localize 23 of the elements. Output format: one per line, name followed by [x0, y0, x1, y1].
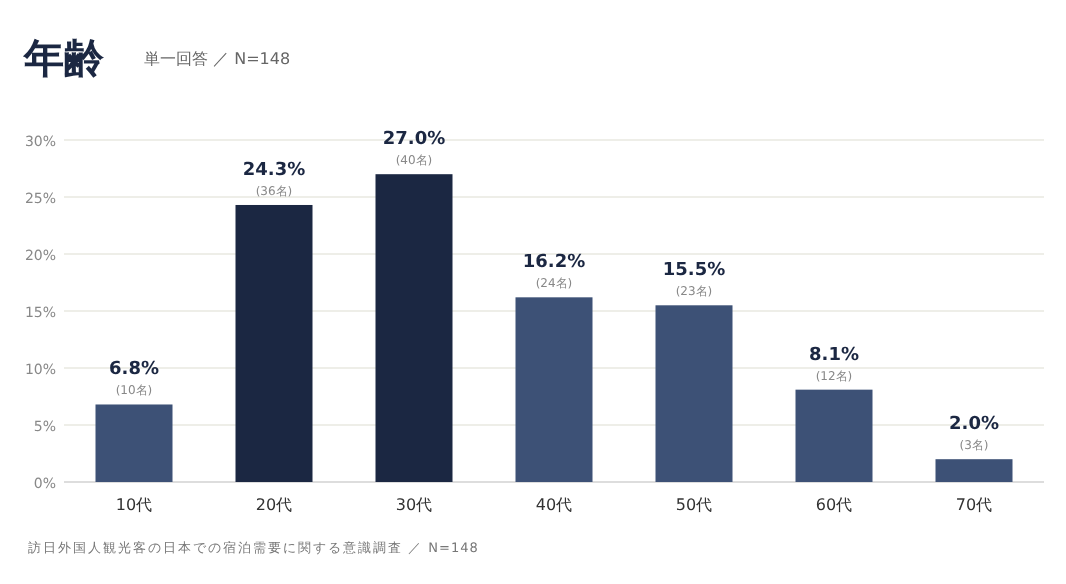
x-tick-label: 10代	[115, 496, 153, 514]
bar	[235, 204, 313, 482]
data-label: 27.0%	[382, 130, 446, 151]
x-tick-label: 60代	[815, 496, 853, 514]
bar	[515, 297, 593, 482]
bar	[935, 459, 1013, 482]
x-tick-label: 30代	[395, 496, 433, 514]
data-label: 15.5%	[662, 261, 726, 282]
x-tick-label: 50代	[675, 496, 713, 514]
data-label: 2.0%	[949, 415, 999, 436]
chart-title: 年齢	[22, 34, 106, 82]
data-label: 8.1%	[809, 345, 859, 366]
data-label: 24.3%	[242, 160, 306, 181]
x-tick-label: 70代	[955, 496, 993, 514]
x-tick-label: 40代	[535, 496, 573, 514]
bar	[95, 404, 173, 482]
chart-subtitle: 単一回答 ／ N=148	[144, 50, 291, 68]
bar	[795, 389, 873, 482]
data-label: 16.2%	[522, 253, 586, 274]
x-tick-label: 20代	[255, 496, 293, 514]
data-label: 6.8%	[109, 360, 159, 381]
bar	[655, 305, 733, 482]
bar	[375, 174, 453, 482]
